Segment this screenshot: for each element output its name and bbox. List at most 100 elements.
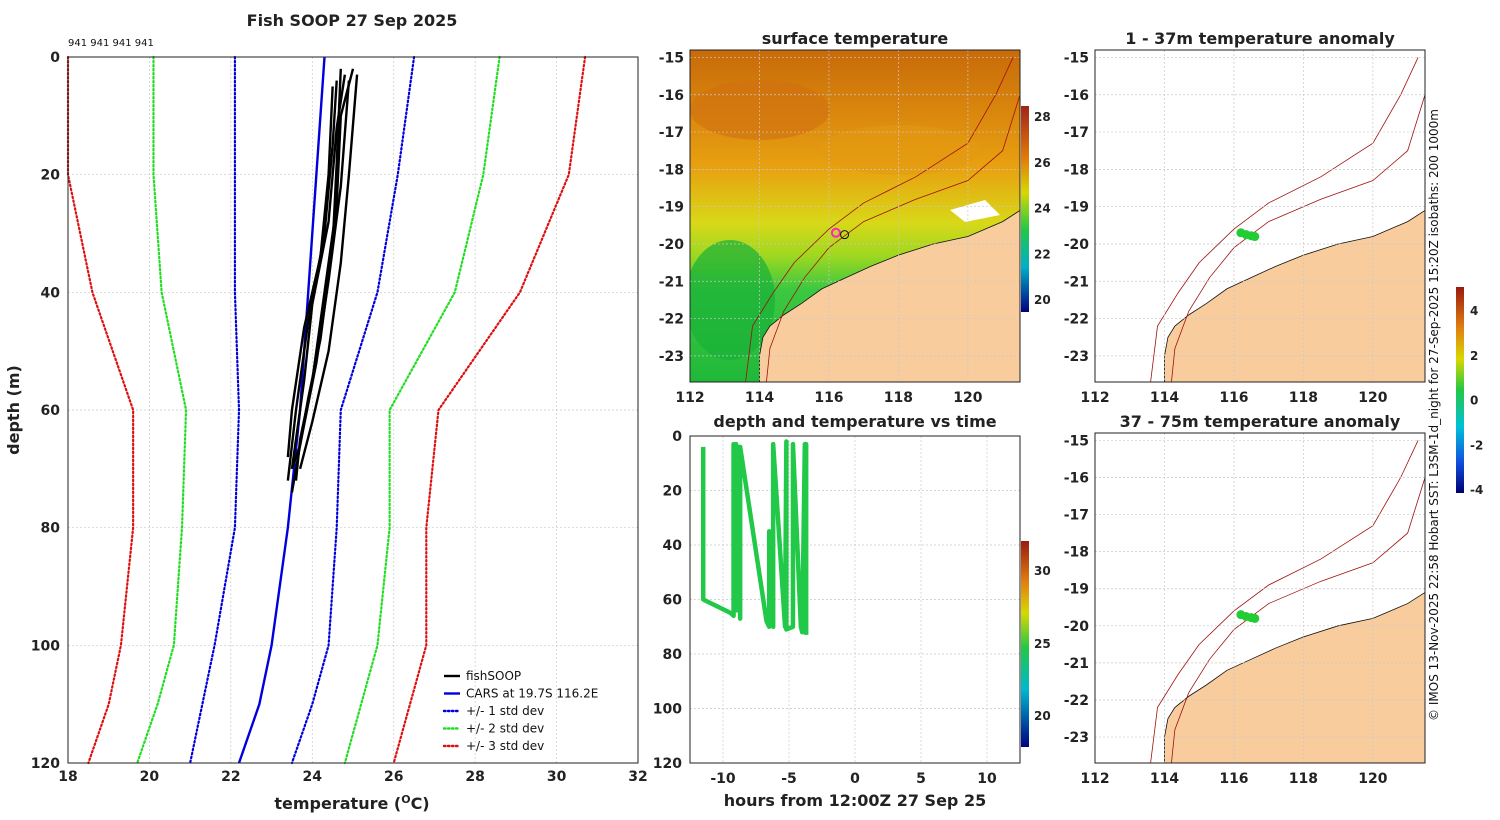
anomaly-deep-x-ticks: 112 114 116 118 120 [1080, 771, 1387, 787]
sst-colorbar [1021, 106, 1029, 312]
anomaly-shallow-land [1164, 209, 1425, 382]
anomaly-deep-map [1095, 433, 1425, 763]
sst-panel: surface temperature 112 114 116 118 120 -15-… [659, 29, 1051, 406]
map-y-tick-label: -22 [659, 312, 684, 328]
sst-colorbar-tick-label: 26 [1034, 156, 1051, 170]
y-tick-label: 60 [41, 403, 61, 419]
map-y-tick-label: -22 [1064, 312, 1089, 328]
time-grid [690, 436, 1020, 763]
map-x-tick-label: 114 [1150, 390, 1179, 406]
sst-map [690, 50, 1020, 382]
map-x-tick-label: 120 [1358, 390, 1387, 406]
map-x-tick-label: 116 [814, 390, 843, 406]
time-colorbar [1021, 541, 1029, 747]
time-x-tick-label: -10 [710, 771, 736, 787]
anomaly-shallow-title: 1 - 37m temperature anomaly [1125, 29, 1395, 48]
x-tick-label: 32 [628, 769, 647, 785]
x-tick-label: 24 [303, 769, 323, 785]
profile-axes-frame [67, 56, 639, 764]
y-tick-label: 20 [41, 168, 61, 184]
y-tick-label: 0 [50, 50, 60, 66]
map-y-tick-label: -19 [1064, 582, 1089, 598]
profile-ids-label: 941 941 941 941 [68, 38, 154, 49]
std-dev-low-line-4 [66, 55, 135, 765]
anomaly-deep-y-ticks: -15 -16 -17 -18 -19 -20 -21 -22 -23 [1064, 433, 1090, 746]
anomaly-point [1250, 232, 1260, 242]
credit-text: © IMOS 13-Nov-2025 22:58 Hobart SST: L3S… [1427, 109, 1441, 721]
map-y-tick-label: -16 [659, 88, 684, 104]
x-tick-label: 18 [58, 769, 77, 785]
sst-x-ticks: 112 114 116 118 120 [675, 390, 982, 406]
anomaly-deep-title: 37 - 75m temperature anomaly [1120, 412, 1401, 431]
map-y-tick-label: -23 [659, 349, 684, 365]
map-y-tick-label: -17 [659, 125, 684, 141]
sst-land [759, 209, 1020, 382]
map-y-tick-label: -22 [1064, 693, 1089, 709]
sst-isobath-1000m [766, 94, 1020, 382]
anomaly-deep-panel: 37 - 75m temperature anomaly 112 114 116 11… [1064, 287, 1483, 787]
profile-y-ticks: 0 20 40 60 80 100 120 [31, 50, 60, 772]
time-y-ticks: 0 20 40 60 80 100 120 [653, 429, 682, 772]
map-y-tick-label: -18 [1064, 545, 1089, 561]
x-tick-label: 22 [221, 769, 240, 785]
anomaly-shallow-map [1095, 50, 1425, 382]
x-tick-label: 26 [384, 769, 403, 785]
x-tick-label: 20 [140, 769, 160, 785]
time-x-tick-label: 5 [916, 771, 926, 787]
map-x-tick-label: 116 [1219, 390, 1248, 406]
anomaly-shallow-panel: 1 - 37m temperature anomaly 112 114 116 118… [1064, 29, 1426, 406]
depth-time-trace [700, 439, 809, 635]
anomaly-colorbar [1456, 287, 1464, 493]
map-y-tick-label: -20 [1064, 619, 1090, 635]
time-y-tick-label: 80 [663, 647, 683, 663]
time-y-tick-label: 40 [663, 538, 683, 554]
std-dev-high-line-3 [343, 55, 501, 765]
sst-colorbar-tick-label: 24 [1034, 202, 1051, 216]
time-x-label: hours from 12:00Z 27 Sep 25 [724, 791, 986, 810]
map-y-tick-label: -20 [1064, 237, 1090, 253]
time-y-tick-label: 100 [653, 702, 682, 718]
anomaly-deep-points [1236, 610, 1260, 623]
profile-title: Fish SOOP 27 Sep 2025 [247, 11, 458, 30]
anomaly-colorbar-tick-label: -2 [1470, 438, 1483, 452]
map-x-tick-label: 114 [745, 390, 774, 406]
y-tick-label: 120 [31, 756, 60, 772]
map-y-tick-label: -23 [1064, 730, 1089, 746]
profile-series [66, 55, 587, 765]
sst-isobath-200m [745, 57, 1014, 382]
time-trace [700, 439, 809, 635]
time-y-tick-label: 120 [653, 756, 682, 772]
std-dev-high-line-2 [290, 55, 416, 765]
anomaly-deep-land [1164, 591, 1425, 763]
anomaly-shallow-grid [1095, 50, 1425, 382]
sst-frame [689, 49, 1021, 383]
y-tick-label: 80 [41, 521, 61, 537]
fishsoop-cast-line [298, 74, 359, 470]
legend-label: +/- 3 std dev [466, 739, 544, 753]
profile-panel: Fish SOOP 27 Sep 2025 941 941 941 941 18… [4, 11, 648, 813]
map-x-tick-label: 112 [1080, 390, 1109, 406]
anomaly-deep-isobath-200m [1150, 440, 1419, 763]
anomaly-deep-grid [1095, 433, 1425, 763]
map-y-tick-label: -17 [1064, 125, 1089, 141]
sst-colorbar-tick-label: 20 [1034, 293, 1051, 307]
map-x-tick-label: 118 [1289, 771, 1318, 787]
map-y-tick-label: -19 [1064, 200, 1089, 216]
sst-eddy-2 [820, 125, 980, 175]
fishsoop-profiles [286, 68, 359, 493]
legend-label: +/- 1 std dev [466, 704, 544, 718]
y-tick-label: 100 [31, 638, 60, 654]
profile-grid [68, 57, 638, 763]
time-colorbar-ticks: 30 25 20 [1034, 564, 1051, 723]
map-y-tick-label: -15 [1064, 433, 1089, 449]
sst-cloud-mask [950, 200, 1000, 222]
anomaly-colorbar-ticks: 4 2 0 -2 -4 [1470, 304, 1483, 497]
sst-warm-eddy [690, 80, 830, 140]
map-x-tick-label: 112 [675, 390, 704, 406]
map-y-tick-label: -17 [1064, 508, 1089, 524]
fishsoop-cast-line [286, 86, 334, 458]
time-colorbar-tick-label: 30 [1034, 564, 1051, 578]
legend-label: fishSOOP [466, 669, 521, 683]
time-y-tick-label: 60 [663, 593, 683, 609]
